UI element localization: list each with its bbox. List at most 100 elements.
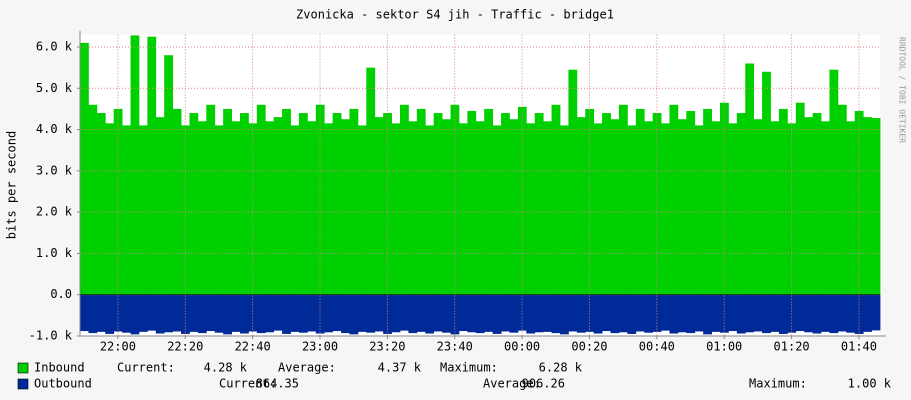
area-step xyxy=(105,123,115,295)
area-step xyxy=(829,69,839,295)
area-step xyxy=(585,108,595,295)
area-step xyxy=(147,36,157,295)
area-step xyxy=(652,113,662,295)
x-tick-label: 23:00 xyxy=(302,340,338,354)
legend-stat-value: 6.28 k xyxy=(539,361,583,375)
area-step xyxy=(147,294,157,331)
area-step xyxy=(762,294,771,334)
legend-stat-label: Maximum: xyxy=(749,377,807,391)
area-step xyxy=(307,121,317,295)
area-step xyxy=(593,123,603,295)
area-step xyxy=(206,104,216,295)
x-tick-label: 23:20 xyxy=(369,340,405,354)
area-step xyxy=(273,294,283,331)
legend-stat-label: Average: xyxy=(483,377,541,391)
area-step xyxy=(366,67,376,295)
area-step xyxy=(214,294,224,333)
area-step xyxy=(206,294,216,332)
area-step xyxy=(105,294,115,334)
area-step xyxy=(770,121,780,295)
area-step xyxy=(273,117,283,295)
area-step xyxy=(568,294,578,332)
x-tick-label: 01:40 xyxy=(841,340,877,354)
area-step xyxy=(189,113,199,295)
area-step xyxy=(762,71,771,295)
area-step xyxy=(332,113,342,295)
area-step xyxy=(425,294,435,334)
area-step xyxy=(433,294,443,332)
area-step xyxy=(770,294,780,332)
area-step xyxy=(534,113,544,295)
area-step xyxy=(298,113,308,295)
legend-stat-label: Average: xyxy=(278,361,336,375)
y-tick-label: 0.0 xyxy=(50,287,72,301)
area-step xyxy=(652,294,662,332)
area-step xyxy=(602,113,611,295)
area-step xyxy=(458,294,468,332)
legend-label: Inbound xyxy=(34,361,85,375)
area-step xyxy=(661,294,670,331)
area-step xyxy=(871,294,881,331)
area-step xyxy=(576,117,586,295)
area-step xyxy=(821,121,830,295)
y-tick-label: 3.0 k xyxy=(36,163,73,177)
area-step xyxy=(164,55,174,295)
legend-label: Outbound xyxy=(34,377,92,391)
area-step xyxy=(122,125,131,295)
area-step xyxy=(357,294,367,332)
x-tick-label: 22:40 xyxy=(235,340,271,354)
area-step xyxy=(720,102,729,295)
area-step xyxy=(677,294,687,333)
area-step xyxy=(349,294,359,335)
legend-swatch xyxy=(17,362,29,374)
area-step xyxy=(694,125,704,295)
area-step xyxy=(627,294,637,334)
area-step xyxy=(374,294,384,332)
area-step xyxy=(425,125,435,295)
area-step xyxy=(122,294,131,333)
area-step xyxy=(88,294,98,334)
area-step xyxy=(795,102,805,295)
area-step xyxy=(703,294,712,335)
area-step xyxy=(138,125,148,295)
x-tick-label: 00:20 xyxy=(571,340,607,354)
area-step xyxy=(669,104,679,295)
area-step xyxy=(517,106,527,295)
area-step xyxy=(96,294,106,332)
area-step xyxy=(240,113,249,295)
x-tick-label: 22:00 xyxy=(100,340,136,354)
area-step xyxy=(736,113,746,295)
legend-stat-value: 4.28 k xyxy=(204,361,248,375)
area-step xyxy=(467,294,477,333)
area-step xyxy=(467,110,477,295)
area-step xyxy=(391,294,401,333)
area-step xyxy=(282,108,291,295)
watermark: RRDTOOL / TOBI OETIKER xyxy=(898,37,907,143)
area-step xyxy=(475,121,485,295)
area-step xyxy=(560,125,569,295)
area-step xyxy=(96,113,106,295)
area-step xyxy=(290,125,300,295)
y-tick-label: 4.0 k xyxy=(36,122,73,136)
area-step xyxy=(408,294,418,334)
chart-title: Zvonicka - sektor S4 jih - Traffic - bri… xyxy=(296,8,614,22)
area-step xyxy=(753,119,763,295)
legend-stat-label: Current: xyxy=(219,377,277,391)
area-step xyxy=(475,294,485,334)
area-step xyxy=(863,294,872,332)
legend-stat-value: 4.37 k xyxy=(378,361,422,375)
area-step xyxy=(821,294,830,332)
area-step xyxy=(543,294,552,332)
area-step xyxy=(484,294,494,332)
area-step xyxy=(458,123,468,295)
area-step xyxy=(324,123,334,295)
area-step xyxy=(501,294,510,332)
area-step xyxy=(812,113,822,295)
area-step xyxy=(745,63,755,295)
area-step xyxy=(711,121,721,295)
area-step xyxy=(585,294,595,332)
area-step xyxy=(795,294,805,332)
area-step xyxy=(357,125,367,295)
area-step xyxy=(703,108,712,295)
area-step xyxy=(416,108,426,295)
